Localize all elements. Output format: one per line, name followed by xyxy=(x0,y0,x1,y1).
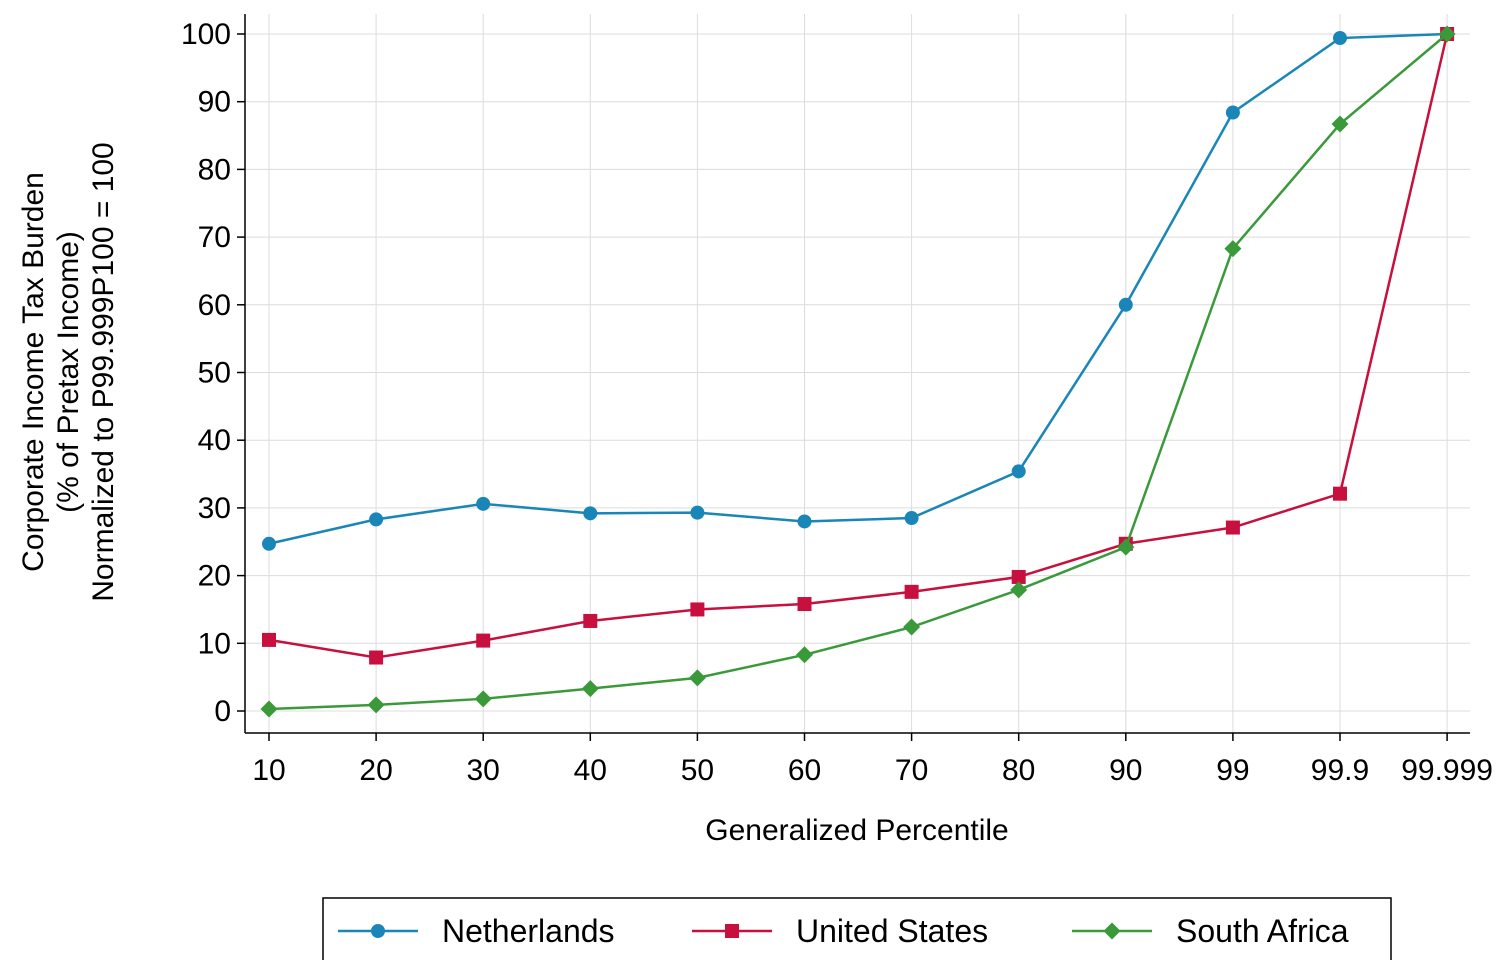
x-tick-label: 60 xyxy=(788,754,821,787)
legend-item-united-states: United States xyxy=(692,913,988,949)
y-tick-label: 10 xyxy=(198,627,231,660)
series-line-south-africa xyxy=(268,33,1448,711)
south-africa-point xyxy=(1010,581,1028,599)
legend-item-south-africa: South Africa xyxy=(1072,913,1349,949)
y-axis-title: Corporate Income Tax Burden (% of Pretax… xyxy=(17,142,120,601)
netherlands-point xyxy=(583,506,598,521)
south-africa-point xyxy=(474,690,492,708)
south-africa-point xyxy=(796,646,813,664)
netherlands-point xyxy=(1011,464,1026,479)
united-states-point xyxy=(369,650,384,665)
x-tick-label: 10 xyxy=(252,754,285,787)
y-tick-label: 20 xyxy=(198,560,231,593)
axes xyxy=(244,14,1470,734)
y-axis-title-line-2: (% of Pretax Income) xyxy=(52,231,85,513)
x-tick-label: 90 xyxy=(1109,754,1142,787)
y-tick-label: 70 xyxy=(198,221,231,254)
united-states-point xyxy=(1011,569,1026,584)
united-states-point xyxy=(1225,520,1240,535)
x-tick-label: 99.999 xyxy=(1401,754,1493,787)
x-tick-label: 80 xyxy=(1002,754,1035,787)
south-africa-point xyxy=(581,680,599,698)
legend-marker xyxy=(371,924,385,938)
y-tick-label: 80 xyxy=(198,153,231,186)
united-states-point xyxy=(690,602,705,617)
netherlands-point xyxy=(690,505,705,520)
series-line-netherlands xyxy=(268,32,1448,545)
netherlands-point xyxy=(797,514,812,529)
netherlands-point xyxy=(1118,297,1133,312)
y-ticks: 0 10 20 30 40 50 60 70 80 90 100 xyxy=(181,18,245,728)
series-line-united-states xyxy=(268,33,1449,659)
south-africa-point xyxy=(1331,115,1349,133)
united-states-point xyxy=(797,597,812,612)
y-tick-label: 0 xyxy=(214,695,231,728)
netherlands-point xyxy=(904,511,919,526)
united-states-point xyxy=(904,584,919,599)
legend-label: South Africa xyxy=(1176,913,1349,949)
series-netherlands xyxy=(262,27,1455,551)
united-states-point xyxy=(1333,486,1347,501)
y-tick-label: 40 xyxy=(198,424,231,457)
x-axis-title: Generalized Percentile xyxy=(705,814,1009,847)
y-tick-label: 50 xyxy=(198,357,231,390)
x-ticks: 10 20 30 40 50 60 70 80 90 99 99.9 99.999 xyxy=(252,733,1493,787)
netherlands-point xyxy=(369,512,384,527)
legend-box xyxy=(322,897,1392,960)
series-united-states xyxy=(262,27,1455,665)
y-tick-label: 90 xyxy=(198,86,231,119)
legend-marker xyxy=(725,924,739,938)
y-axis-title-line-3: Normalized to P99.999P100 = 100 xyxy=(87,142,120,601)
x-tick-label: 99.9 xyxy=(1311,754,1369,787)
united-states-point xyxy=(262,632,276,647)
south-africa-point xyxy=(1117,538,1135,556)
legend-item-netherlands: Netherlands xyxy=(338,913,615,949)
series-south-africa xyxy=(260,25,1456,718)
netherlands-point xyxy=(476,496,491,511)
x-tick-label: 50 xyxy=(681,754,714,787)
grid-lines xyxy=(245,14,1470,733)
south-africa-point xyxy=(903,618,921,636)
united-states-point xyxy=(476,633,491,648)
y-tick-label: 60 xyxy=(198,289,231,322)
series-group xyxy=(260,25,1456,718)
netherlands-point xyxy=(1333,31,1347,46)
legend-label: United States xyxy=(796,913,988,949)
legend-marker xyxy=(1103,922,1121,940)
south-africa-point xyxy=(260,700,278,718)
south-africa-point xyxy=(367,696,385,714)
netherlands-point xyxy=(1225,105,1240,120)
south-africa-point xyxy=(1224,240,1242,258)
y-tick-label: 30 xyxy=(198,492,231,525)
y-tick-label: 100 xyxy=(181,18,231,51)
south-africa-point xyxy=(1438,25,1456,43)
legend: Netherlands United States South Africa xyxy=(322,897,1392,960)
x-tick-label: 40 xyxy=(574,754,607,787)
x-tick-label: 20 xyxy=(359,754,392,787)
x-tick-label: 30 xyxy=(467,754,500,787)
legend-label: Netherlands xyxy=(442,913,615,949)
x-tick-label: 70 xyxy=(895,754,928,787)
netherlands-point xyxy=(262,536,276,551)
x-tick-label: 99 xyxy=(1216,754,1249,787)
united-states-point xyxy=(583,613,598,628)
south-africa-point xyxy=(688,669,706,687)
y-axis-title-line-1: Corporate Income Tax Burden xyxy=(17,172,50,572)
